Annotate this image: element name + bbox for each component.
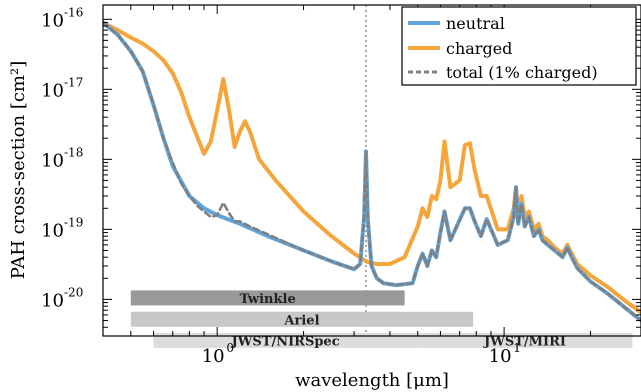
y-tick-exponent: -16 (64, 5, 83, 19)
y-tick-exponent: -19 (64, 215, 83, 229)
legend-total-label: total (1% charged) (446, 63, 598, 82)
y-tick-label: 10 (41, 150, 64, 171)
band-label: Ariel (283, 313, 319, 328)
y-tick-label: 10 (41, 220, 64, 241)
y-tick-exponent: -20 (64, 285, 83, 299)
y-tick-label: 10 (41, 10, 64, 31)
legend: neutral charged total (1% charged) (401, 6, 637, 86)
band-label: JWST/MIRI (483, 334, 566, 349)
y-axis-label: PAH cross-section [cm²] (8, 61, 29, 279)
legend-charged-label: charged (446, 39, 512, 58)
series-line-total (103, 21, 641, 322)
y-tick-label: 10 (41, 80, 64, 101)
y-tick-exponent: -18 (64, 145, 83, 159)
x-tick-exponent: 1 (513, 341, 521, 355)
band-label: JWST/NIRSpec (231, 334, 340, 349)
y-tick-label: 10 (41, 290, 64, 311)
x-tick-label: 10 (489, 346, 512, 367)
x-tick-label: 10 (202, 346, 225, 367)
x-axis-label: wavelength [μm] (295, 370, 449, 391)
band-jwst-miri (417, 332, 633, 348)
band-ariel (130, 311, 474, 327)
band-jwst-nirspec (153, 332, 418, 348)
band-twinkle (130, 290, 405, 306)
band-label: Twinkle (240, 292, 296, 307)
y-tick-exponent: -17 (64, 75, 83, 89)
legend-neutral-label: neutral (446, 14, 505, 33)
x-tick-exponent: 0 (226, 341, 234, 355)
legend-box (401, 6, 637, 86)
